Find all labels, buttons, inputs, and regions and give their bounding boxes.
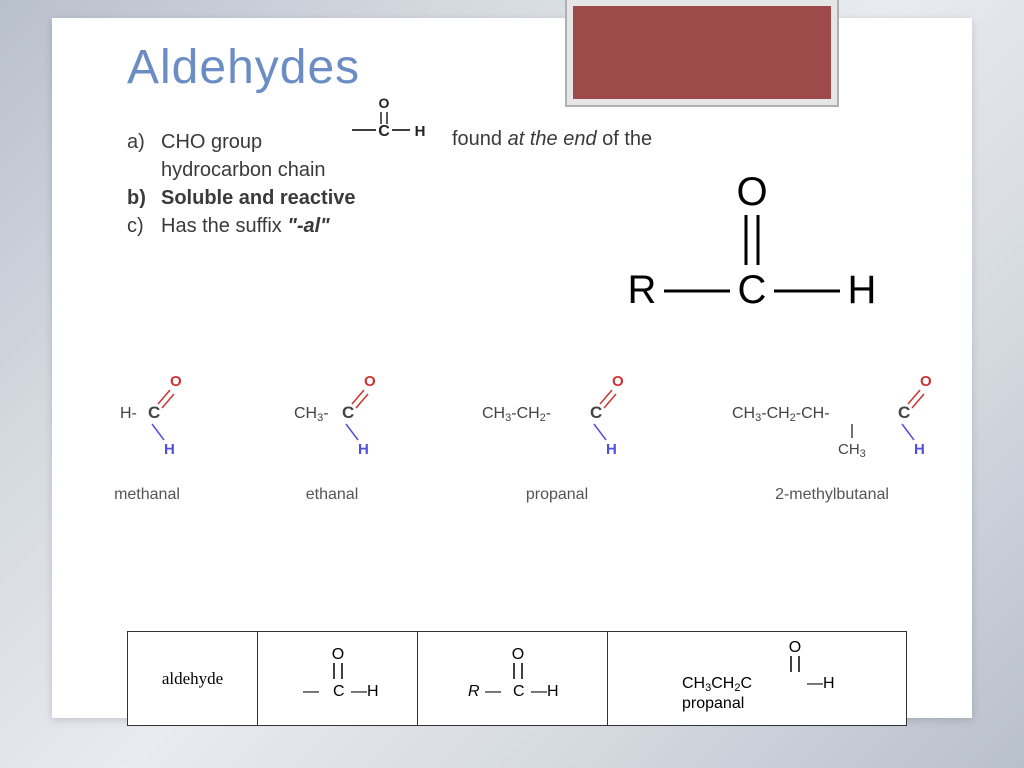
svg-text:H-: H- — [120, 405, 137, 422]
bottom-table: aldehyde O — C —H O R — C — [127, 631, 907, 726]
example-ethanal: O CH3- C H ethanal — [262, 368, 402, 538]
svg-text:C: C — [898, 403, 910, 422]
example-2methylbutanal-label: 2-methylbutanal — [775, 486, 889, 504]
svg-text:O: O — [920, 373, 932, 390]
svg-text:C: C — [148, 403, 160, 422]
svg-text:O: O — [789, 639, 801, 656]
bullet-c-label: c) — [127, 212, 155, 240]
table-cell-generic1: O — C —H — [258, 632, 418, 726]
svg-text:H: H — [848, 268, 877, 312]
svg-text:H: H — [164, 441, 175, 458]
svg-text:H: H — [606, 441, 617, 458]
svg-text:CH3-CH2-: CH3-CH2- — [482, 405, 551, 424]
svg-text:O: O — [379, 96, 390, 111]
found-text: found at the end of the — [452, 128, 652, 151]
bullet-b: b) Soluble and reactive — [127, 184, 356, 212]
svg-text:O: O — [331, 646, 343, 663]
table-cell-propanal: O CH3CH2C —H propanal — [608, 632, 907, 726]
bullet-a: a) CHO group — [127, 128, 356, 156]
example-methanal-label: methanal — [114, 486, 180, 504]
svg-text:propanal: propanal — [682, 695, 744, 712]
svg-text:—: — — [303, 683, 319, 700]
svg-text:—H: —H — [807, 675, 835, 692]
svg-text:C: C — [342, 403, 354, 422]
table-cell-aldehyde: aldehyde — [128, 632, 258, 726]
svg-text:H: H — [914, 441, 925, 458]
svg-text:R: R — [468, 683, 480, 700]
example-propanal-label: propanal — [526, 486, 588, 504]
bullet-c-text: Has the suffix "-al" — [161, 212, 330, 240]
bullet-c: c) Has the suffix "-al" — [127, 212, 356, 240]
svg-text:CH3: CH3 — [838, 441, 866, 460]
svg-text:O: O — [736, 173, 767, 214]
slide-title: Aldehydes — [127, 40, 360, 95]
svg-text:CH3CH2C: CH3CH2C — [682, 675, 752, 694]
bullet-b-label: b) — [127, 184, 155, 212]
slide-canvas: Aldehydes O C H a) CHO group hydrocarbon… — [52, 18, 972, 718]
example-propanal: O CH3-CH2- C H propanal — [462, 368, 652, 538]
svg-text:O: O — [170, 373, 182, 390]
svg-text:C: C — [378, 123, 390, 140]
svg-text:O: O — [364, 373, 376, 390]
examples-row: O H- C H methanal O CH3- C H ethanal — [92, 368, 952, 538]
table-cell-generic2: O R — C —H — [418, 632, 608, 726]
example-ethanal-label: ethanal — [306, 486, 359, 504]
svg-text:—H: —H — [531, 683, 559, 700]
svg-text:CH3-CH2-CH-: CH3-CH2-CH- — [732, 405, 830, 424]
bullet-b-text: Soluble and reactive — [161, 184, 356, 212]
svg-text:H: H — [415, 123, 426, 140]
bullet-a-line2: hydrocarbon chain — [127, 156, 356, 184]
svg-text:—: — — [485, 683, 501, 700]
svg-text:H: H — [358, 441, 369, 458]
svg-text:C: C — [513, 683, 525, 700]
svg-text:R: R — [628, 268, 657, 312]
svg-text:CH3-: CH3- — [294, 405, 329, 424]
svg-text:C: C — [738, 268, 767, 312]
bullet-a-text1: CHO group — [161, 128, 262, 156]
svg-text:O: O — [612, 373, 624, 390]
svg-text:C: C — [590, 403, 602, 422]
big-aldehyde-formula: O R C H — [602, 173, 902, 333]
svg-text:—H: —H — [351, 683, 379, 700]
example-2methylbutanal: O CH3-CH2-CH- C CH3 H 2-methylbutanal — [712, 368, 952, 538]
bullet-a-text2: hydrocarbon chain — [161, 156, 326, 184]
svg-text:O: O — [511, 646, 523, 663]
example-methanal: O H- C H methanal — [92, 368, 202, 538]
accent-box — [567, 0, 837, 105]
svg-text:C: C — [333, 683, 345, 700]
bullet-a-label: a) — [127, 128, 155, 156]
bullet-list: a) CHO group hydrocarbon chain b) Solubl… — [127, 128, 356, 240]
